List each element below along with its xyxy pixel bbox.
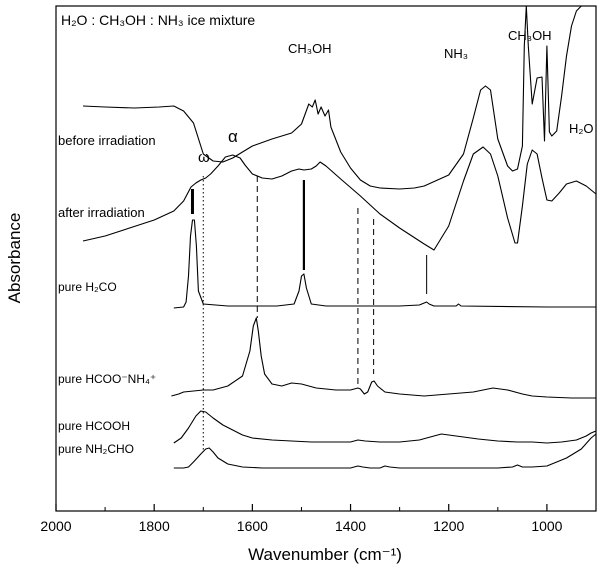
- series-line-5: [173, 433, 597, 469]
- y-axis-label: Absorbance: [5, 213, 24, 304]
- series-line-1: [82, 146, 597, 251]
- plot-frame: [55, 5, 597, 512]
- band-label-ch3oh-2: CH₃OH: [508, 28, 552, 43]
- x-tick-label-2: 1600: [237, 518, 268, 534]
- x-axis-label: Wavenumber (cm⁻¹): [248, 545, 402, 564]
- series-lines: [82, 5, 597, 469]
- band-label-nh3: NH₃: [444, 46, 468, 61]
- x-tick-label-3: 1400: [335, 518, 366, 534]
- series-label-after: after irradiation: [58, 205, 145, 220]
- series-line-3: [171, 317, 596, 399]
- series-label-formamide: pure NH₂CHO: [58, 442, 134, 456]
- band-label-h2o: H₂O: [569, 121, 594, 136]
- series-line-4: [173, 410, 597, 444]
- mixture-label: H₂O : CH₃OH : NH₃ ice mixture: [61, 12, 255, 28]
- plot-area-border: [55, 5, 597, 512]
- series-line-0: [82, 5, 587, 190]
- x-tick-label-1: 1800: [139, 518, 170, 534]
- series-label-formate: pure HCOO⁻NH₄⁺: [58, 372, 156, 386]
- x-tick-label-0: 2000: [40, 518, 71, 534]
- band-label-ch3oh-1: CH₃OH: [288, 41, 332, 56]
- annotations: H₂O : CH₃OH : NH₃ ice mixture before irr…: [58, 12, 594, 456]
- reference-lines: [190, 176, 428, 451]
- x-tick-label-5: 1000: [531, 518, 562, 534]
- series-label-h2co: pure H₂CO: [58, 280, 117, 294]
- series-line-2: [173, 219, 596, 309]
- band-label-omega: ω: [198, 149, 210, 166]
- series-label-before: before irradiation: [58, 133, 156, 148]
- x-axis-ticks: 2000 1800 1600 1400 1200 1000: [40, 504, 597, 534]
- x-tick-label-4: 1200: [433, 518, 464, 534]
- series-label-hcooh: pure HCOOH: [58, 419, 130, 433]
- band-label-alpha: α: [228, 127, 238, 146]
